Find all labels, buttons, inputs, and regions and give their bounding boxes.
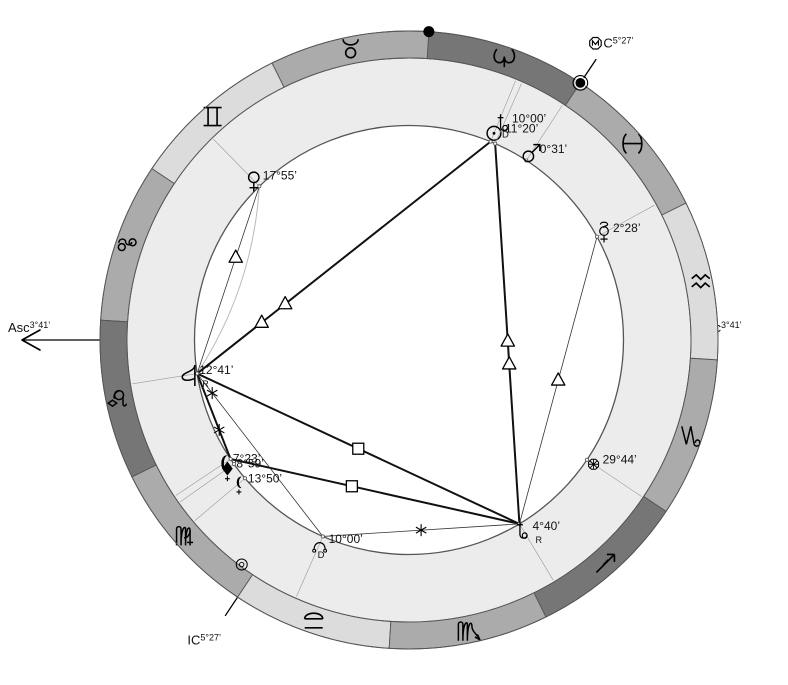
svg-text:10°00’: 10°00’ [512, 111, 546, 125]
svg-text:R: R [202, 379, 209, 389]
svg-text:4°40’: 4°40’ [533, 519, 561, 533]
svg-text:2°28’: 2°28’ [613, 221, 641, 235]
svg-text:12°41’: 12°41’ [199, 363, 233, 377]
svg-text:10°00’: 10°00’ [329, 532, 363, 546]
svg-text:D: D [318, 550, 325, 561]
svg-text:17°55’: 17°55’ [263, 169, 297, 183]
svg-text:D: D [502, 129, 509, 140]
svg-text:13°50’: 13°50’ [248, 471, 282, 485]
svg-text:R: R [536, 535, 543, 545]
svg-text:29°44’: 29°44’ [603, 452, 637, 466]
svg-text:8°59’: 8°59’ [236, 457, 264, 471]
svg-text:0°31’: 0°31’ [540, 142, 568, 156]
